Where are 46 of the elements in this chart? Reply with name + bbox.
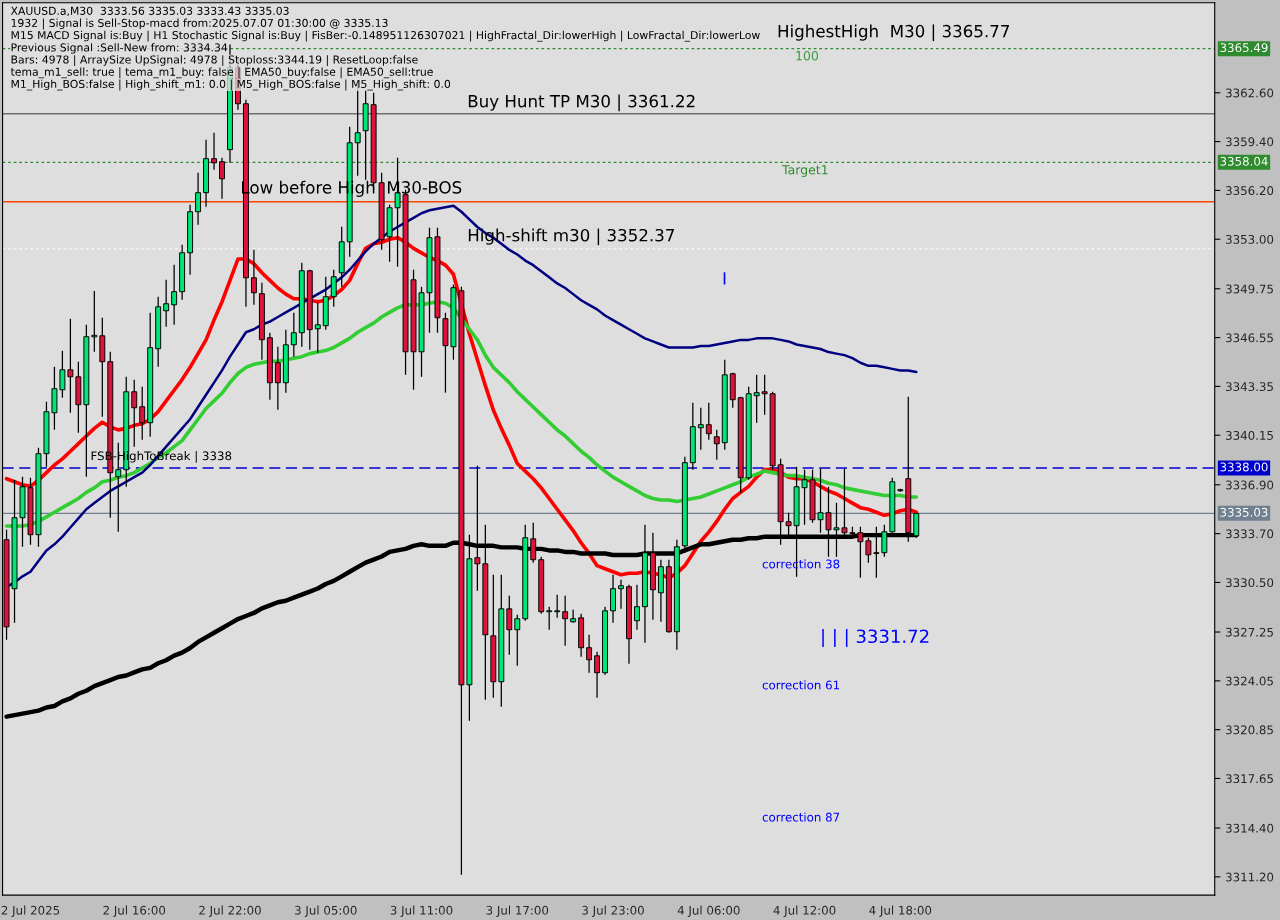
y-tick-label: 3317.65 [1226,774,1273,784]
annotation: M15 MACD Signal is:Buy | H1 Stochastic Signal is:Buy | FisBer:-0.148951126307021 | HighFractal_Dir:lowerHigh | LowFractal_Dir:lowerLow [11,30,760,42]
x-tick-label: 3 Jul 17:00 [486,905,549,917]
annotation: Target1 [781,165,828,177]
y-tick-label: 3349.75 [1226,284,1273,294]
y-tick-label: 3327.25 [1226,627,1273,637]
y-tick-label: 3356.20 [1226,186,1274,196]
annotation: 100 [796,50,819,61]
y-tick-label: 3340.15 [1226,430,1273,440]
x-tick-label: 4 Jul 12:00 [773,905,836,917]
ref-line-label: 3335.03 [1220,507,1268,517]
y-tick-label: 3330.50 [1226,578,1274,588]
annotation: I [723,272,726,285]
y-tick-label: 3311.20 [1226,872,1274,882]
x-tick-label: 4 Jul 18:00 [869,905,932,917]
x-tick-label: 2 Jul 16:00 [103,905,166,917]
x-tick-label: 2 Jul 22:00 [199,905,261,917]
x-tick-label: 2 Jul 2025 [1,905,60,917]
ref-line-label: 3338.00 [1220,462,1268,472]
x-tick-label: 4 Jul 06:00 [677,905,740,917]
y-tick-label: 3359.40 [1226,137,1274,147]
annotation: correction 61 [762,680,840,690]
y-tick-label: 3333.70 [1226,529,1274,539]
ref-line-label: 3358.04 [1220,156,1268,166]
annotation: correction 87 [762,812,840,822]
x-tick-label: 3 Jul 11:00 [390,905,453,917]
y-tick-label: 3314.40 [1226,823,1274,833]
annotation: tema_m1_sell: true | tema_m1_buy: false | EMA50_buy:false | EMA50_sell:true [10,67,433,79]
ref-line-label: 3365.49 [1220,43,1268,53]
y-tick-label: 3353.00 [1226,234,1274,244]
annotation: HighestHigh M30 | 3365.77 [778,24,1009,42]
y-tick-label: 3336.90 [1226,480,1274,490]
annotation: | | | 3331.72 [822,629,929,648]
y-tick-label: 3343.35 [1226,382,1273,392]
annotation: Buy Hunt TP M30 | 3361.22 [468,94,695,112]
annotation: M1_High_BOS:false | High_shift_m1: 0.0 | M5_High_BOS:false | M5_High_shift: 0.0 [11,79,451,91]
annotation: 1932 | Signal is Sell-Stop-macd from:2025.07.07 01:30:00 @ 3335.13 [11,18,388,30]
y-tick-label: 3324.05 [1226,676,1273,686]
x-tick-label: 3 Jul 23:00 [582,905,644,917]
y-tick-label: 3346.55 [1226,333,1273,343]
y-tick-label: 3362.60 [1226,88,1274,98]
annotation: XAUUSD.a,M30 3333.56 3335.03 3333.43 3335.03 [10,6,289,17]
y-tick-label: 3320.85 [1226,725,1273,735]
annotation: Bars: 4978 | ArraySize UpSignal: 4978 | Stoploss:3344.19 | ResetLoop:false [11,55,418,66]
x-tick-label: 3 Jul 05:00 [295,905,357,917]
annotation: Previous Signal :Sell-New from: 3334.34 [11,43,228,54]
